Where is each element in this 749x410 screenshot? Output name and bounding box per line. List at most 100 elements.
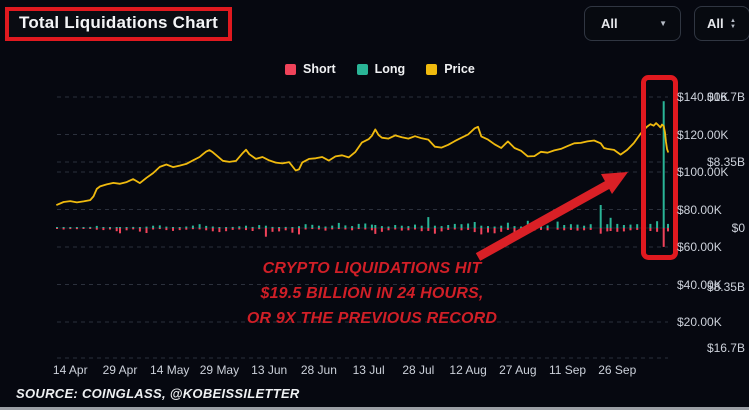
long-liquidation-bar[interactable] <box>487 226 489 228</box>
short-liquidation-bar[interactable] <box>152 228 155 230</box>
long-liquidation-bar[interactable] <box>152 225 155 228</box>
short-liquidation-bar[interactable] <box>218 228 221 233</box>
long-liquidation-bar[interactable] <box>324 226 327 229</box>
short-liquidation-bar[interactable] <box>245 228 247 231</box>
long-liquidation-bar[interactable] <box>606 224 609 228</box>
long-liquidation-bar[interactable] <box>245 225 247 228</box>
long-liquidation-bar[interactable] <box>407 226 410 228</box>
short-liquidation-bar[interactable] <box>616 228 619 232</box>
short-liquidation-bar[interactable] <box>440 228 443 232</box>
short-liquidation-bar[interactable] <box>599 228 602 234</box>
short-liquidation-bar[interactable] <box>629 228 632 231</box>
short-liquidation-bar[interactable] <box>556 228 559 230</box>
short-liquidation-bar[interactable] <box>271 228 274 232</box>
long-liquidation-bar[interactable] <box>218 227 221 228</box>
short-liquidation-bar[interactable] <box>191 228 194 230</box>
long-liquidation-bar[interactable] <box>370 224 373 228</box>
long-liquidation-bar[interactable] <box>89 226 92 228</box>
long-liquidation-bar[interactable] <box>480 225 483 228</box>
short-liquidation-bar[interactable] <box>258 228 261 230</box>
long-liquidation-bar[interactable] <box>622 225 625 228</box>
long-liquidation-bar[interactable] <box>115 227 118 228</box>
short-liquidation-bar[interactable] <box>198 228 201 230</box>
long-liquidation-bar[interactable] <box>546 225 549 228</box>
short-liquidation-bar[interactable] <box>75 228 78 230</box>
short-liquidation-bar[interactable] <box>420 228 423 232</box>
short-liquidation-bar[interactable] <box>225 228 228 232</box>
short-liquidation-bar[interactable] <box>291 228 294 233</box>
short-liquidation-bar[interactable] <box>667 228 669 232</box>
long-liquidation-bar[interactable] <box>433 225 436 228</box>
short-liquidation-bar[interactable] <box>95 228 98 230</box>
short-liquidation-bar[interactable] <box>115 228 118 232</box>
short-liquidation-bar[interactable] <box>125 228 128 231</box>
short-liquidation-bar[interactable] <box>662 228 665 247</box>
long-liquidation-bar[interactable] <box>667 223 669 228</box>
coin-filter-dropdown[interactable]: All ▼ <box>584 6 681 41</box>
short-liquidation-bar[interactable] <box>380 228 383 232</box>
short-liquidation-bar[interactable] <box>433 228 436 234</box>
long-liquidation-bar[interactable] <box>649 223 652 228</box>
long-liquidation-bar[interactable] <box>337 222 340 228</box>
short-liquidation-bar[interactable] <box>583 228 586 231</box>
long-liquidation-bar[interactable] <box>427 217 430 228</box>
short-liquidation-bar[interactable] <box>251 228 254 231</box>
short-liquidation-bar[interactable] <box>493 228 496 234</box>
short-liquidation-bar[interactable] <box>622 228 625 232</box>
long-liquidation-bar[interactable] <box>400 225 403 228</box>
long-liquidation-bar[interactable] <box>440 226 443 228</box>
short-liquidation-bar[interactable] <box>414 228 416 230</box>
long-liquidation-bar[interactable] <box>278 227 281 228</box>
long-liquidation-bar[interactable] <box>662 101 665 228</box>
long-liquidation-bar[interactable] <box>291 227 294 228</box>
long-liquidation-bar[interactable] <box>304 224 307 228</box>
short-liquidation-bar[interactable] <box>480 228 483 235</box>
short-liquidation-bar[interactable] <box>447 228 450 230</box>
long-liquidation-bar[interactable] <box>225 227 228 228</box>
long-liquidation-bar[interactable] <box>656 221 659 228</box>
short-liquidation-bar[interactable] <box>138 228 141 232</box>
long-liquidation-bar[interactable] <box>467 223 470 229</box>
short-liquidation-bar[interactable] <box>473 228 476 233</box>
liquidation-bars-layer[interactable] <box>56 101 669 247</box>
long-liquidation-bar[interactable] <box>284 226 287 228</box>
long-liquidation-bar[interactable] <box>609 217 612 228</box>
short-liquidation-bar[interactable] <box>172 228 174 231</box>
long-liquidation-bar[interactable] <box>251 226 254 228</box>
short-liquidation-bar[interactable] <box>69 228 72 230</box>
short-liquidation-bar[interactable] <box>158 228 161 230</box>
long-liquidation-bar[interactable] <box>109 227 111 228</box>
short-liquidation-bar[interactable] <box>324 228 327 231</box>
long-liquidation-bar[interactable] <box>191 225 194 228</box>
long-liquidation-bar[interactable] <box>205 225 208 228</box>
long-liquidation-bar[interactable] <box>616 223 619 228</box>
long-liquidation-bar[interactable] <box>351 226 354 228</box>
long-liquidation-bar[interactable] <box>264 225 267 228</box>
short-liquidation-bar[interactable] <box>460 228 463 231</box>
long-liquidation-bar[interactable] <box>506 222 509 228</box>
long-liquidation-bar[interactable] <box>125 227 128 228</box>
short-liquidation-bar[interactable] <box>165 228 168 231</box>
short-liquidation-bar[interactable] <box>563 228 566 231</box>
short-liquidation-bar[interactable] <box>56 228 58 229</box>
short-liquidation-bar[interactable] <box>453 228 456 230</box>
long-liquidation-bar[interactable] <box>583 225 586 228</box>
short-liquidation-bar[interactable] <box>317 228 320 230</box>
short-liquidation-bar[interactable] <box>656 228 659 232</box>
short-liquidation-bar[interactable] <box>407 228 410 231</box>
short-liquidation-bar[interactable] <box>649 228 652 231</box>
short-liquidation-bar[interactable] <box>298 228 300 235</box>
short-liquidation-bar[interactable] <box>145 228 148 233</box>
long-liquidation-bar[interactable] <box>589 224 592 228</box>
long-liquidation-bar[interactable] <box>62 227 65 228</box>
short-liquidation-bar[interactable] <box>540 228 542 230</box>
short-liquidation-bar[interactable] <box>311 228 314 230</box>
long-liquidation-bar[interactable] <box>636 224 639 228</box>
long-liquidation-bar[interactable] <box>317 225 320 228</box>
legend-item-long[interactable]: Long <box>356 62 405 76</box>
short-liquidation-bar[interactable] <box>337 228 340 230</box>
long-liquidation-bar[interactable] <box>82 227 85 228</box>
long-liquidation-bar[interactable] <box>453 223 456 228</box>
long-liquidation-bar[interactable] <box>172 227 174 228</box>
